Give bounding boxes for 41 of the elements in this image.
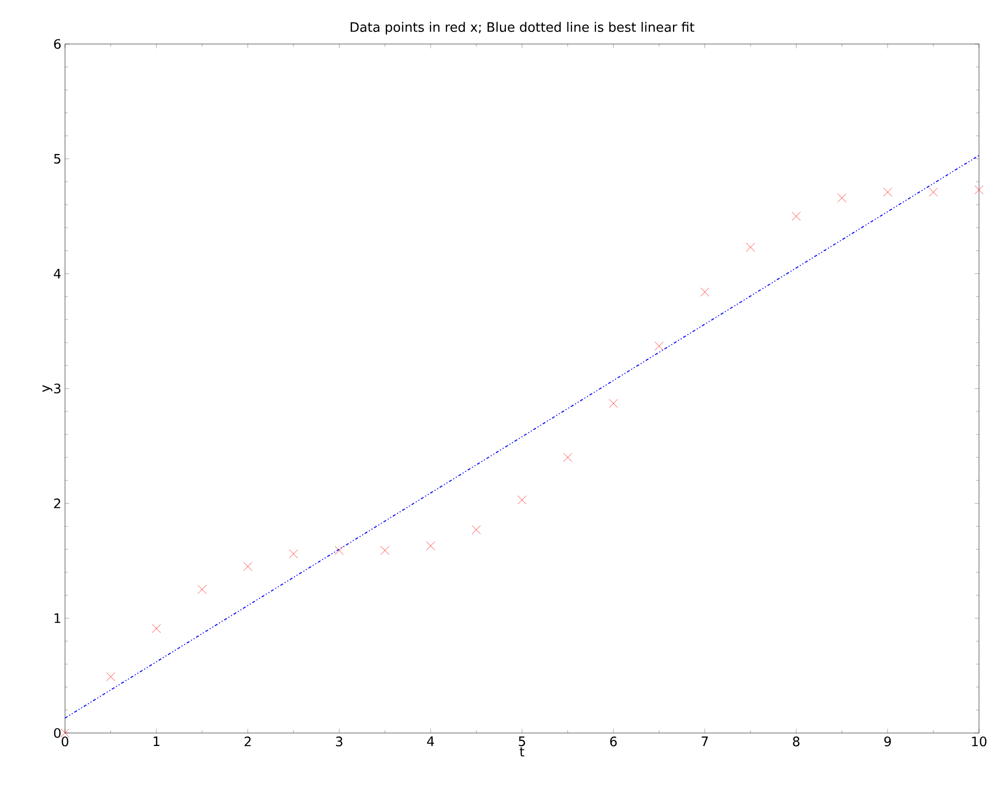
y-tick-label: 6 bbox=[54, 39, 61, 49]
x-tick-label: 3 bbox=[336, 736, 342, 746]
x-tick-label: 6 bbox=[610, 736, 617, 746]
x-tick-label: 0 bbox=[62, 736, 68, 746]
point bbox=[198, 585, 207, 594]
point bbox=[700, 288, 710, 296]
x-tick-label: 8 bbox=[792, 736, 800, 746]
chart-title: Data points in red x; Blue dotted line is best linear fit bbox=[350, 22, 694, 34]
y-tick-label: 3 bbox=[54, 384, 60, 394]
point bbox=[883, 188, 892, 197]
x-axis-title: t bbox=[520, 747, 524, 756]
point bbox=[563, 452, 572, 462]
x-tick-label: 9 bbox=[884, 736, 891, 746]
y-tick-label: 2 bbox=[54, 498, 60, 508]
point bbox=[289, 549, 298, 558]
point bbox=[608, 398, 618, 408]
y-tick-label: 0 bbox=[54, 728, 61, 738]
point bbox=[152, 624, 161, 633]
point bbox=[380, 546, 390, 555]
point bbox=[472, 525, 481, 534]
x-tick-label: 7 bbox=[702, 736, 708, 746]
point bbox=[106, 672, 116, 682]
point bbox=[654, 342, 664, 350]
y-tick-label: 5 bbox=[54, 154, 60, 164]
point bbox=[792, 212, 801, 221]
point bbox=[746, 242, 755, 252]
x-tick-label: 5 bbox=[518, 736, 526, 746]
y-tick-label: 4 bbox=[54, 268, 61, 278]
point bbox=[837, 193, 846, 202]
x-tick-label: 1 bbox=[154, 736, 160, 746]
point bbox=[334, 546, 344, 555]
y-axis-title: y bbox=[42, 385, 52, 392]
point bbox=[974, 185, 984, 194]
point bbox=[518, 495, 526, 504]
x-tick-label: 2 bbox=[244, 736, 251, 746]
point bbox=[243, 562, 252, 571]
x-tick-label: 4 bbox=[427, 736, 434, 746]
x-tick-label: 10 bbox=[972, 736, 986, 746]
point bbox=[426, 541, 436, 550]
point bbox=[928, 188, 938, 197]
y-tick-label: 1 bbox=[54, 613, 60, 623]
